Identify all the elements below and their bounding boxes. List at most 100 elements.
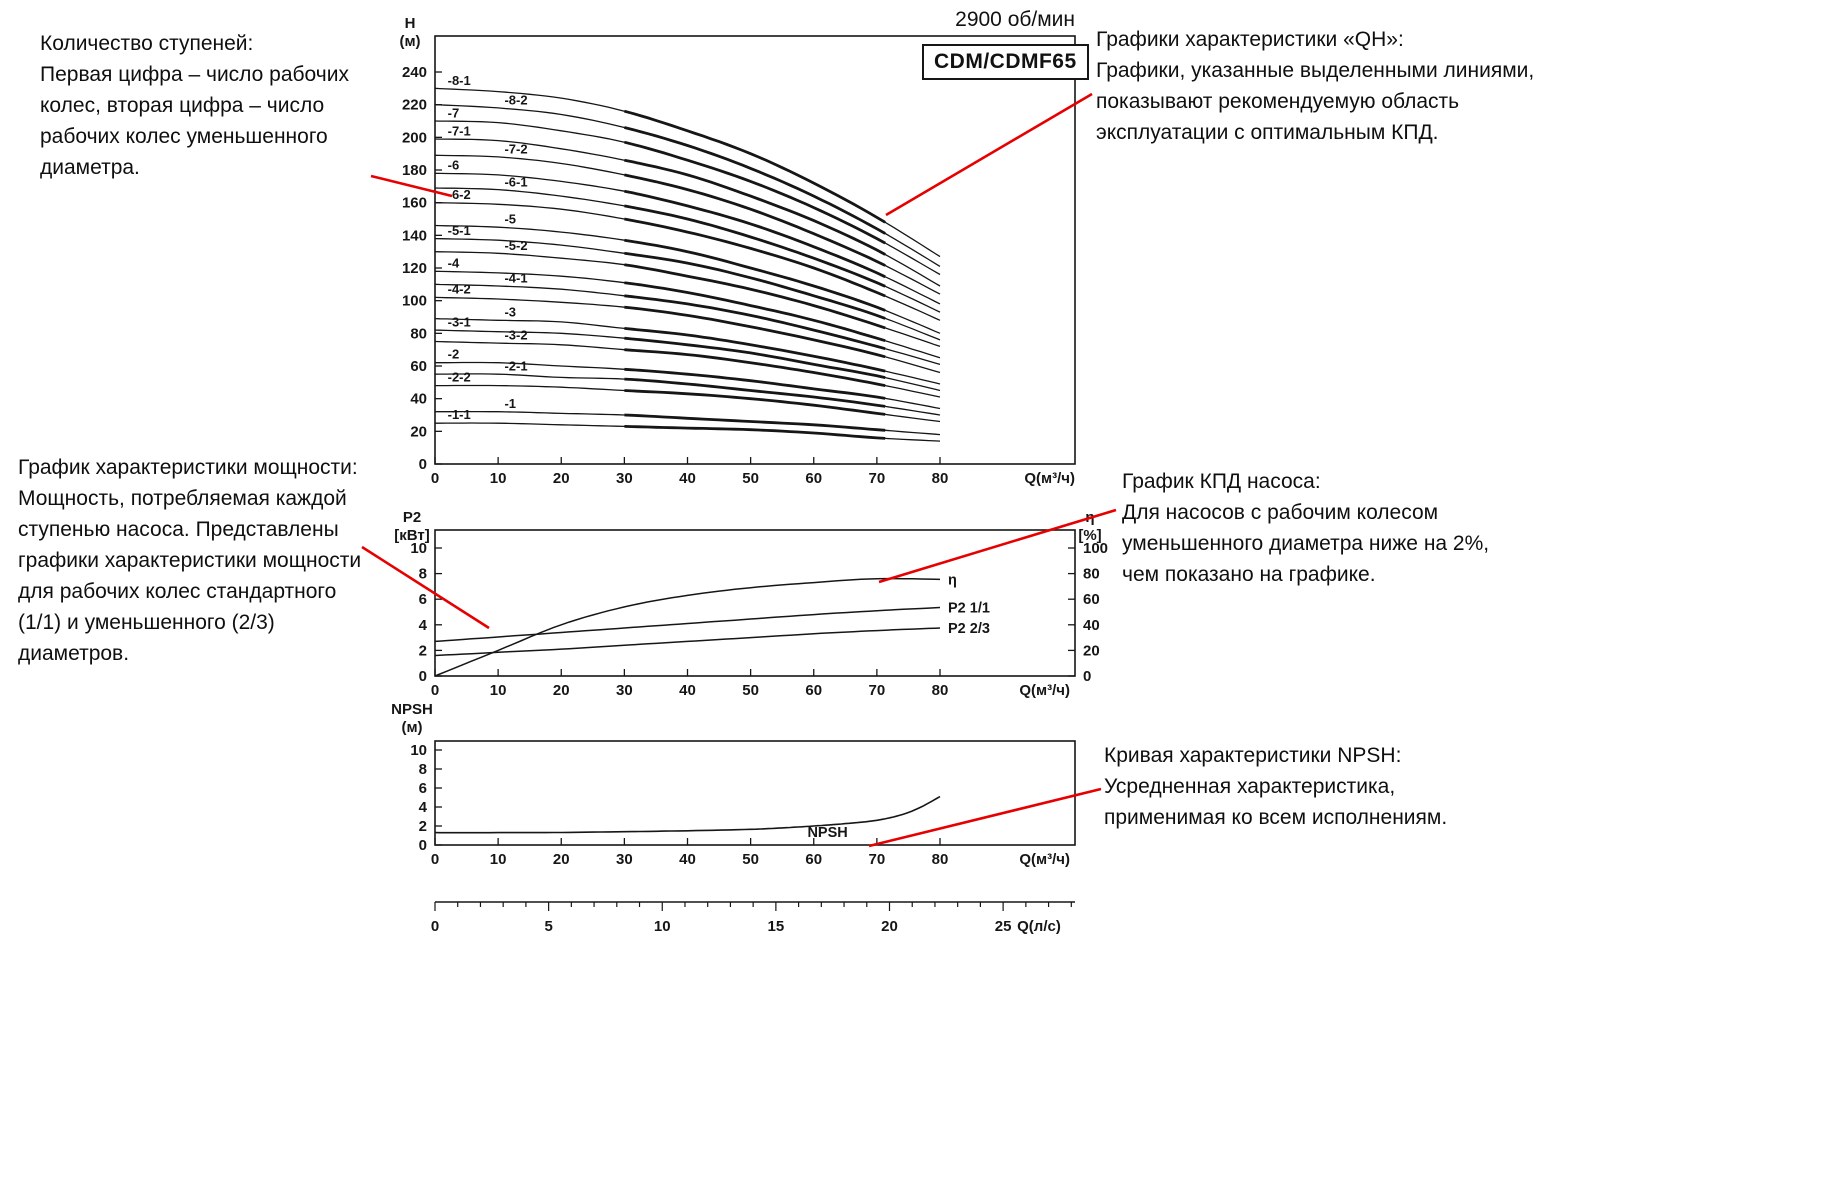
qh-ytick-label: 40 bbox=[410, 391, 427, 408]
npsh-curve bbox=[434, 795, 941, 834]
power-xtick-label: 80 bbox=[932, 682, 949, 699]
qh-curve-label--3: -3 bbox=[504, 304, 516, 319]
rpm-label: 2900 об/мин bbox=[955, 8, 1075, 31]
qh-ytick-label: 160 bbox=[402, 195, 427, 212]
qh-curve-bold--1 bbox=[624, 413, 886, 432]
qh-curve-bold--8-1 bbox=[624, 109, 886, 224]
qh-xtick-label: 40 bbox=[679, 470, 696, 487]
qh-curve-bold--4-1 bbox=[624, 294, 886, 351]
qh-curve-label--1: -1 bbox=[504, 396, 516, 411]
npsh-ytick-label: 8 bbox=[419, 761, 427, 778]
qh-curve-bold--6-1 bbox=[624, 204, 886, 288]
model-label: CDM/CDMF65 bbox=[934, 50, 1077, 73]
power-ytick-right-label: 100 bbox=[1083, 540, 1108, 557]
qh-curve-bold--7-1 bbox=[624, 158, 886, 256]
qh-xtick-label: 80 bbox=[932, 470, 949, 487]
qh-curve-label--7-2: -7-2 bbox=[504, 142, 527, 157]
npsh-xtick-label: 40 bbox=[679, 851, 696, 868]
callout-qh-title: Графики характеристики «QH»: bbox=[1096, 28, 1404, 51]
npsh-ytick-label: 4 bbox=[419, 799, 428, 816]
qh-ytick-label: 180 bbox=[402, 162, 427, 179]
power-curve-η bbox=[434, 577, 941, 677]
qh-ytick-label: 20 bbox=[410, 423, 427, 440]
npsh-xtick-label: 0 bbox=[431, 851, 439, 868]
qh-curve-bold--7-2 bbox=[624, 173, 886, 267]
qh-curve-label--1-1: -1-1 bbox=[448, 407, 471, 422]
callout-eta-body: Для насосов с рабочим колесом уменьшенно… bbox=[1122, 501, 1490, 586]
qh-curve-label--3-1: -3-1 bbox=[448, 314, 471, 329]
qh-curve-bold--6 bbox=[624, 189, 886, 279]
qh-xtick-label: 30 bbox=[616, 470, 633, 487]
lps-tick-label: 5 bbox=[544, 918, 552, 935]
model-box: CDM/CDMF65 bbox=[922, 44, 1089, 80]
callout-npsh-title: Кривая характеристики NPSH: bbox=[1104, 744, 1402, 767]
callout-line-qh bbox=[885, 92, 1093, 217]
qh-curve-label--6: -6 bbox=[448, 158, 460, 173]
qh-curve-bold--5 bbox=[624, 238, 886, 312]
power-yaxis-right-unit: [%] bbox=[1078, 527, 1101, 544]
qh-xtick-label: 60 bbox=[805, 470, 822, 487]
qh-ytick-label: 240 bbox=[402, 64, 427, 81]
qh-frame bbox=[434, 35, 1076, 465]
callout-line-eta bbox=[878, 508, 1117, 584]
callout-power-body: Мощность, потребляемая каждой ступенью н… bbox=[18, 487, 362, 665]
power-ytick-left-label: 0 bbox=[419, 668, 427, 685]
power-xtick-label: 0 bbox=[431, 682, 439, 699]
qh-curve-label--2-2: -2-2 bbox=[448, 370, 471, 385]
qh-curve--1-1 bbox=[435, 422, 941, 442]
npsh-curve-label: NPSH bbox=[807, 825, 847, 841]
power-xtick-label: 30 bbox=[616, 682, 633, 699]
qh-curve-label--6-1: -6-1 bbox=[504, 174, 527, 189]
qh-curve-label--2: -2 bbox=[448, 347, 460, 362]
qh-curve-label--4-2: -4-2 bbox=[448, 282, 471, 297]
lps-tick-label: 0 bbox=[431, 918, 439, 935]
qh-ytick-label: 220 bbox=[402, 97, 427, 114]
qh-xaxis-unit: Q(м³/ч) bbox=[1024, 470, 1075, 487]
callout-npsh: Кривая характеристики NPSH: Усредненная … bbox=[1104, 740, 1514, 833]
qh-curve-bold--7 bbox=[624, 140, 886, 245]
power-ytick-right-label: 80 bbox=[1083, 566, 1100, 583]
power-xtick-label: 40 bbox=[679, 682, 696, 699]
power-ytick-left-label: 4 bbox=[419, 617, 428, 634]
qh-xtick-label: 70 bbox=[869, 470, 886, 487]
qh-curve-bold--3-1 bbox=[624, 336, 886, 379]
qh-curve-bold--4 bbox=[624, 281, 886, 343]
qh-curve-label--5-1: -5-1 bbox=[448, 223, 471, 238]
qh-xtick-label: 20 bbox=[553, 470, 570, 487]
npsh-ytick-label: 0 bbox=[419, 837, 427, 854]
npsh-xtick-label: 60 bbox=[805, 851, 822, 868]
callout-line-stages bbox=[370, 174, 453, 198]
callout-stages-body: Первая цифра – число рабочих колес, втор… bbox=[40, 63, 349, 179]
npsh-xtick-label: 70 bbox=[869, 851, 886, 868]
qh-curve-bold--2-2 bbox=[624, 389, 886, 416]
lps-tick-label: 15 bbox=[768, 918, 785, 935]
callout-line-power bbox=[361, 545, 490, 630]
callout-stages: Количество ступеней: Первая цифра – числ… bbox=[40, 28, 376, 183]
qh-curve-bold--8-2 bbox=[624, 126, 886, 235]
callout-power: График характеристики мощности: Мощность… bbox=[18, 452, 366, 669]
qh-xtick-label: 50 bbox=[742, 470, 759, 487]
qh-curve-label--8-2: -8-2 bbox=[504, 93, 527, 108]
npsh-yaxis-unit: (м) bbox=[401, 719, 422, 736]
power-xtick-label: 20 bbox=[553, 682, 570, 699]
qh-curve-label--6-2: -6-2 bbox=[448, 187, 471, 202]
qh-xtick-label: 0 bbox=[431, 470, 439, 487]
qh-ytick-label: 0 bbox=[419, 456, 427, 473]
power-ytick-right-label: 0 bbox=[1083, 668, 1091, 685]
power-yaxis-left-unit: P2 bbox=[403, 509, 421, 526]
qh-curve-label--5: -5 bbox=[504, 212, 516, 227]
callout-npsh-body: Усредненная характеристика, применимая к… bbox=[1104, 775, 1448, 829]
qh-curve-label--2-1: -2-1 bbox=[504, 358, 527, 373]
power-xtick-label: 70 bbox=[869, 682, 886, 699]
power-ytick-left-label: 2 bbox=[419, 642, 427, 659]
callout-eta-title: График КПД насоса: bbox=[1122, 470, 1321, 493]
qh-curve-label--3-2: -3-2 bbox=[504, 327, 527, 342]
callout-qh-body: Графики, указанные выделенными линиями, … bbox=[1096, 59, 1535, 144]
qh-curve-label--8-1: -8-1 bbox=[448, 73, 471, 88]
qh-xtick-label: 10 bbox=[490, 470, 507, 487]
qh-curve-bold--5-2 bbox=[624, 263, 886, 330]
power-ytick-left-label: 10 bbox=[410, 540, 427, 557]
power-xtick-label: 10 bbox=[490, 682, 507, 699]
npsh-xaxis-unit: Q(м³/ч) bbox=[1019, 851, 1070, 868]
qh-curve-label--5-2: -5-2 bbox=[504, 238, 527, 253]
